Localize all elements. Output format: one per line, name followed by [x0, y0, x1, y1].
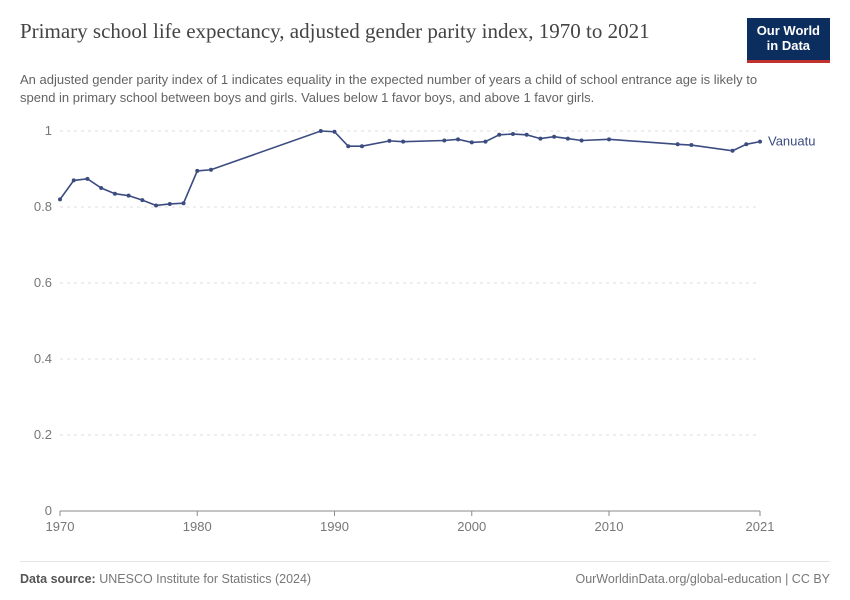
- data-point: [483, 140, 487, 144]
- svg-text:1970: 1970: [46, 519, 75, 534]
- svg-text:1980: 1980: [183, 519, 212, 534]
- data-point: [442, 139, 446, 143]
- logo-line1: Our World: [757, 24, 820, 39]
- data-point: [195, 169, 199, 173]
- svg-text:2000: 2000: [457, 519, 486, 534]
- data-point: [607, 138, 611, 142]
- data-source: Data source: UNESCO Institute for Statis…: [20, 572, 311, 586]
- data-point: [72, 179, 76, 183]
- data-point: [676, 143, 680, 147]
- series-line-vanuatu: [60, 131, 760, 205]
- data-point: [113, 192, 117, 196]
- data-point: [552, 135, 556, 139]
- data-point: [127, 194, 131, 198]
- page-title: Primary school life expectancy, adjusted…: [20, 18, 735, 45]
- data-point: [182, 201, 186, 205]
- svg-text:0.4: 0.4: [34, 351, 52, 366]
- data-point: [401, 140, 405, 144]
- data-point: [333, 130, 337, 134]
- svg-text:2021: 2021: [746, 519, 775, 534]
- line-chart: 0 0.2 0.4 0.6 0.8 1 1970 1980 1990 2000 2010 2021 Va…: [20, 121, 830, 541]
- attribution: OurWorldinData.org/global-education | CC…: [575, 572, 830, 586]
- data-point: [689, 143, 693, 147]
- svg-text:2010: 2010: [595, 519, 624, 534]
- data-point: [497, 133, 501, 137]
- data-point: [456, 138, 460, 142]
- data-point: [209, 168, 213, 172]
- data-point: [511, 132, 515, 136]
- data-point: [387, 139, 391, 143]
- data-point: [470, 141, 474, 145]
- svg-text:0.6: 0.6: [34, 275, 52, 290]
- svg-text:0.2: 0.2: [34, 427, 52, 442]
- data-point: [85, 177, 89, 181]
- data-point: [154, 204, 158, 208]
- owid-logo: Our World in Data: [747, 18, 830, 63]
- data-point: [346, 144, 350, 148]
- data-point: [731, 149, 735, 153]
- source-text: UNESCO Institute for Statistics (2024): [99, 572, 311, 586]
- data-point: [566, 137, 570, 141]
- data-point: [360, 144, 364, 148]
- data-point: [168, 202, 172, 206]
- series-label-vanuatu: Vanuatu: [768, 134, 815, 149]
- data-point: [744, 143, 748, 147]
- svg-text:1990: 1990: [320, 519, 349, 534]
- svg-text:1: 1: [45, 123, 52, 138]
- chart-subtitle: An adjusted gender parity index of 1 ind…: [20, 71, 790, 107]
- source-label: Data source:: [20, 572, 96, 586]
- data-point: [140, 198, 144, 202]
- data-point: [58, 198, 62, 202]
- svg-text:0.8: 0.8: [34, 199, 52, 214]
- data-point: [99, 186, 103, 190]
- logo-line2: in Data: [757, 39, 820, 54]
- data-point: [319, 129, 323, 133]
- data-point: [580, 139, 584, 143]
- data-point: [758, 140, 762, 144]
- data-point: [525, 133, 529, 137]
- svg-text:0: 0: [45, 503, 52, 518]
- chart-region: 0 0.2 0.4 0.6 0.8 1 1970 1980 1990 2000 2010 2021 Va…: [20, 121, 830, 555]
- data-point: [538, 137, 542, 141]
